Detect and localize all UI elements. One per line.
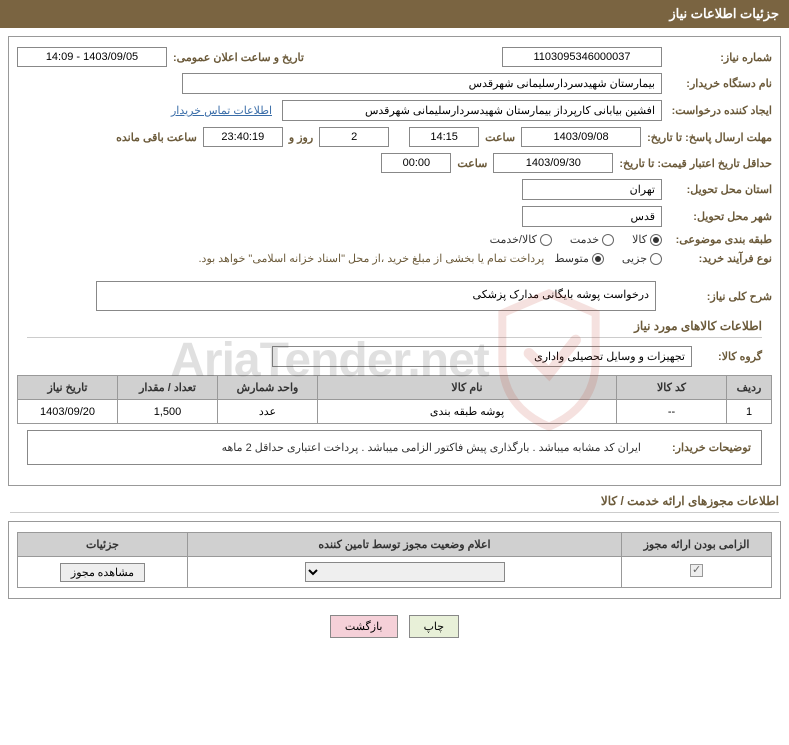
button-row: چاپ بازگشت xyxy=(0,607,789,646)
td-code: -- xyxy=(617,400,727,424)
category-label: طبقه بندی موضوعی: xyxy=(662,233,772,246)
validity-label: حداقل تاریخ اعتبار قیمت: تا تاریخ: xyxy=(613,157,772,170)
radio-service[interactable]: خدمت xyxy=(570,233,614,246)
requester-value: افشین بیابانی کارپرداز بیمارستان شهیدسرد… xyxy=(282,100,662,121)
license-table: الزامی بودن ارائه مجوز اعلام وضعیت مجوز … xyxy=(17,532,772,588)
radio-minor[interactable]: جزیی xyxy=(622,252,662,265)
deadline-hour: 14:15 xyxy=(409,127,479,147)
table-row: 1 -- پوشه طبقه بندی عدد 1,500 1403/09/20 xyxy=(18,400,772,424)
license-header-row: الزامی بودن ارائه مجوز اعلام وضعیت مجوز … xyxy=(18,533,772,557)
general-desc-value: درخواست پوشه بایگانی مدارک پزشکی xyxy=(96,281,656,311)
radio-icon xyxy=(540,234,552,246)
row-process: نوع فرآیند خرید: جزیی متوسط پرداخت تمام … xyxy=(17,252,772,265)
td-qty: 1,500 xyxy=(118,400,218,424)
announce-label: تاریخ و ساعت اعلان عمومی: xyxy=(167,51,310,64)
details-section: شماره نیاز: 1103095346000037 تاریخ و ساع… xyxy=(8,36,781,486)
td-details: مشاهده مجوز xyxy=(18,557,188,588)
status-select[interactable] xyxy=(305,562,505,582)
buyer-notes-box: توضیحات خریدار: ایران کد مشابه میباشد . … xyxy=(27,430,762,465)
td-row: 1 xyxy=(727,400,772,424)
view-license-button[interactable]: مشاهده مجوز xyxy=(60,563,145,582)
row-buyer-org: نام دستگاه خریدار: بیمارستان شهیدسردارسل… xyxy=(17,73,772,94)
mandatory-checkbox[interactable] xyxy=(690,564,703,577)
th-status: اعلام وضعیت مجوز توسط تامین کننده xyxy=(188,533,622,557)
radio-both[interactable]: کالا/خدمت xyxy=(490,233,552,246)
goods-section-title: اطلاعات کالاهای مورد نیاز xyxy=(27,319,762,338)
th-mandatory: الزامی بودن ارائه مجوز xyxy=(622,533,772,557)
validity-hour: 00:00 xyxy=(381,153,451,173)
license-row: مشاهده مجوز xyxy=(18,557,772,588)
row-goods-group: گروه کالا: تجهیزات و وسایل تحصیلی واداری xyxy=(27,346,762,367)
row-city: شهر محل تحویل: قدس xyxy=(17,206,772,227)
deadline-date: 1403/09/08 xyxy=(521,127,641,147)
province-label: استان محل تحویل: xyxy=(662,183,772,196)
validity-date: 1403/09/30 xyxy=(493,153,613,173)
days-count: 2 xyxy=(319,127,389,147)
row-category: طبقه بندی موضوعی: کالا خدمت کالا/خدمت xyxy=(17,233,772,246)
th-row: ردیف xyxy=(727,376,772,400)
process-label: نوع فرآیند خرید: xyxy=(662,252,772,265)
th-date: تاریخ نیاز xyxy=(18,376,118,400)
goods-table: ردیف کد کالا نام کالا واحد شمارش تعداد /… xyxy=(17,375,772,424)
th-qty: تعداد / مقدار xyxy=(118,376,218,400)
radio-goods[interactable]: کالا xyxy=(632,233,662,246)
license-section-title: اطلاعات مجوزهای ارائه خدمت / کالا xyxy=(10,494,779,513)
radio-icon xyxy=(592,253,604,265)
requester-label: ایجاد کننده درخواست: xyxy=(662,104,772,117)
need-number-value: 1103095346000037 xyxy=(502,47,662,67)
province-value: تهران xyxy=(522,179,662,200)
th-unit: واحد شمارش xyxy=(218,376,318,400)
th-name: نام کالا xyxy=(318,376,617,400)
process-radio-group: جزیی متوسط xyxy=(554,252,662,265)
row-requester: ایجاد کننده درخواست: افشین بیابانی کارپر… xyxy=(17,100,772,121)
td-mandatory xyxy=(622,557,772,588)
days-and-label: روز و xyxy=(283,131,319,144)
th-details: جزئیات xyxy=(18,533,188,557)
table-header-row: ردیف کد کالا نام کالا واحد شمارش تعداد /… xyxy=(18,376,772,400)
row-validity: حداقل تاریخ اعتبار قیمت: تا تاریخ: 1403/… xyxy=(17,153,772,173)
hour-label-2: ساعت xyxy=(451,157,493,170)
radio-icon xyxy=(650,253,662,265)
payment-note: پرداخت تمام یا بخشی از مبلغ خرید ،از محل… xyxy=(199,252,555,265)
buyer-org-label: نام دستگاه خریدار: xyxy=(662,77,772,90)
city-label: شهر محل تحویل: xyxy=(662,210,772,223)
main-container: AriaTender.net جزئیات اطلاعات نیاز شماره… xyxy=(0,0,789,646)
td-unit: عدد xyxy=(218,400,318,424)
buyer-notes-content: ایران کد مشابه میباشد . بارگذاری پیش فاک… xyxy=(38,441,651,454)
row-deadline: مهلت ارسال پاسخ: تا تاریخ: 1403/09/08 سا… xyxy=(17,127,772,147)
general-desc-label: شرح کلی نیاز: xyxy=(662,290,772,303)
page-title: جزئیات اطلاعات نیاز xyxy=(669,6,779,21)
row-general-desc: شرح کلی نیاز: درخواست پوشه بایگانی مدارک… xyxy=(17,281,772,311)
radio-medium[interactable]: متوسط xyxy=(554,252,604,265)
remaining-label: ساعت باقی مانده xyxy=(110,131,203,144)
need-number-label: شماره نیاز: xyxy=(662,51,772,64)
category-radio-group: کالا خدمت کالا/خدمت xyxy=(490,233,662,246)
radio-icon xyxy=(650,234,662,246)
back-button[interactable]: بازگشت xyxy=(330,615,398,638)
deadline-label: مهلت ارسال پاسخ: تا تاریخ: xyxy=(641,131,772,144)
group-label: گروه کالا: xyxy=(692,350,762,363)
row-need-number: شماره نیاز: 1103095346000037 تاریخ و ساع… xyxy=(17,47,772,67)
print-button[interactable]: چاپ xyxy=(409,615,460,638)
city-value: قدس xyxy=(522,206,662,227)
td-status xyxy=(188,557,622,588)
countdown: 23:40:19 xyxy=(203,127,283,147)
contact-link[interactable]: اطلاعات تماس خریدار xyxy=(171,104,282,117)
hour-label-1: ساعت xyxy=(479,131,521,144)
group-value: تجهیزات و وسایل تحصیلی واداری xyxy=(272,346,692,367)
td-name: پوشه طبقه بندی xyxy=(318,400,617,424)
buyer-notes-label: توضیحات خریدار: xyxy=(651,441,751,454)
buyer-org-value: بیمارستان شهیدسردارسلیمانی شهرقدس xyxy=(182,73,662,94)
th-code: کد کالا xyxy=(617,376,727,400)
td-date: 1403/09/20 xyxy=(18,400,118,424)
license-section: الزامی بودن ارائه مجوز اعلام وضعیت مجوز … xyxy=(8,521,781,599)
page-title-bar: جزئیات اطلاعات نیاز xyxy=(0,0,789,28)
announce-value: 1403/09/05 - 14:09 xyxy=(17,47,167,67)
radio-icon xyxy=(602,234,614,246)
row-province: استان محل تحویل: تهران xyxy=(17,179,772,200)
